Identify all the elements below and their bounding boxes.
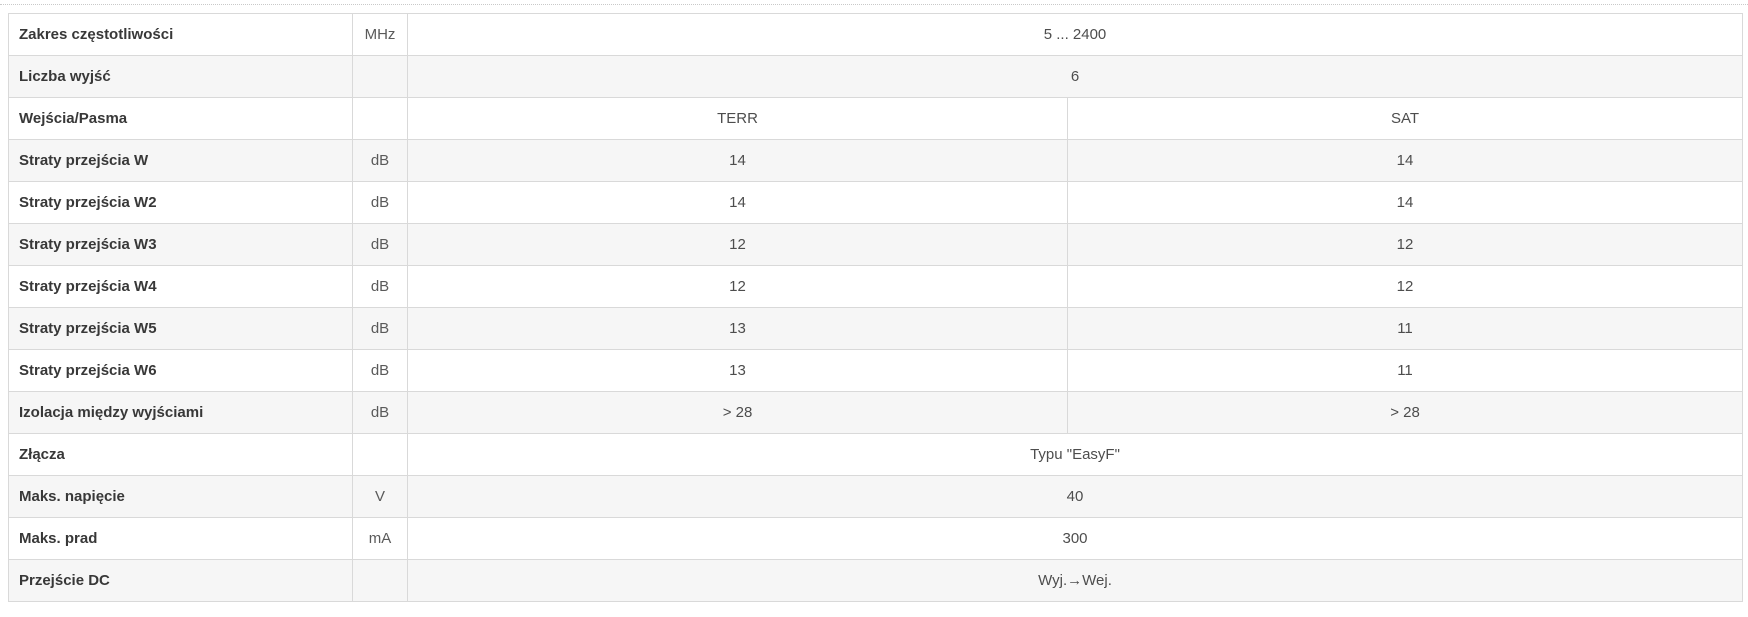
value-cell-terr: 14	[407, 181, 1068, 224]
unit-cell: dB	[352, 181, 408, 224]
unit-cell: dB	[352, 349, 408, 392]
spec-table: Zakres częstotliwości MHz 5 ... 2400 Lic…	[8, 13, 1743, 602]
table-row: Zakres częstotliwości MHz 5 ... 2400	[8, 13, 1743, 56]
table-row: Straty przejścia W dB 14 14	[8, 139, 1743, 182]
spec-panel: Zakres częstotliwości MHz 5 ... 2400 Lic…	[0, 4, 1748, 609]
row-label: Izolacja między wyjściami	[8, 391, 353, 434]
table-row: Wejścia/Pasma TERR SAT	[8, 97, 1743, 140]
unit-cell	[352, 433, 408, 476]
unit-cell: dB	[352, 391, 408, 434]
table-row: Liczba wyjść 6	[8, 55, 1743, 98]
value-cell-terr: 12	[407, 265, 1068, 308]
table-row: Straty przejścia W3 dB 12 12	[8, 223, 1743, 266]
value-cell-sat: > 28	[1067, 391, 1743, 434]
value-cell: 5 ... 2400	[407, 13, 1743, 56]
table-row: Straty przejścia W2 dB 14 14	[8, 181, 1743, 224]
row-label: Liczba wyjść	[8, 55, 353, 98]
unit-cell: dB	[352, 223, 408, 266]
table-row: Izolacja między wyjściami dB > 28 > 28	[8, 391, 1743, 434]
value-cell: Wyj.→Wej.	[407, 559, 1743, 602]
value-cell-terr: 12	[407, 223, 1068, 266]
value-cell-sat: 12	[1067, 223, 1743, 266]
row-label: Straty przejścia W3	[8, 223, 353, 266]
unit-cell: MHz	[352, 13, 408, 56]
value-cell-sat: SAT	[1067, 97, 1743, 140]
unit-cell: mA	[352, 517, 408, 560]
table-row: Przejście DC Wyj.→Wej.	[8, 559, 1743, 602]
row-label: Straty przejścia W5	[8, 307, 353, 350]
value-cell-terr: 13	[407, 349, 1068, 392]
row-label: Maks. prad	[8, 517, 353, 560]
value-cell-terr: 13	[407, 307, 1068, 350]
table-row: Maks. prad mA 300	[8, 517, 1743, 560]
row-label: Straty przejścia W6	[8, 349, 353, 392]
row-label: Straty przejścia W2	[8, 181, 353, 224]
value-cell-terr: 14	[407, 139, 1068, 182]
table-row: Straty przejścia W6 dB 13 11	[8, 349, 1743, 392]
unit-cell: dB	[352, 139, 408, 182]
row-label: Zakres częstotliwości	[8, 13, 353, 56]
unit-cell	[352, 97, 408, 140]
unit-cell: dB	[352, 265, 408, 308]
row-label: Złącza	[8, 433, 353, 476]
value-cell-sat: 11	[1067, 349, 1743, 392]
table-row: Straty przejścia W4 dB 12 12	[8, 265, 1743, 308]
value-cell: 40	[407, 475, 1743, 518]
value-cell-terr: > 28	[407, 391, 1068, 434]
unit-cell	[352, 559, 408, 602]
row-label: Straty przejścia W	[8, 139, 353, 182]
value-cell-sat: 11	[1067, 307, 1743, 350]
unit-cell	[352, 55, 408, 98]
unit-cell: V	[352, 475, 408, 518]
table-row: Maks. napięcie V 40	[8, 475, 1743, 518]
value-cell-sat: 14	[1067, 181, 1743, 224]
row-label: Straty przejścia W4	[8, 265, 353, 308]
table-row: Straty przejścia W5 dB 13 11	[8, 307, 1743, 350]
table-row: Złącza Typu "EasyF"	[8, 433, 1743, 476]
unit-cell: dB	[352, 307, 408, 350]
value-cell-terr: TERR	[407, 97, 1068, 140]
row-label: Wejścia/Pasma	[8, 97, 353, 140]
value-cell: Typu "EasyF"	[407, 433, 1743, 476]
value-cell-sat: 14	[1067, 139, 1743, 182]
value-cell: 300	[407, 517, 1743, 560]
value-cell: 6	[407, 55, 1743, 98]
value-cell-sat: 12	[1067, 265, 1743, 308]
row-label: Maks. napięcie	[8, 475, 353, 518]
row-label: Przejście DC	[8, 559, 353, 602]
